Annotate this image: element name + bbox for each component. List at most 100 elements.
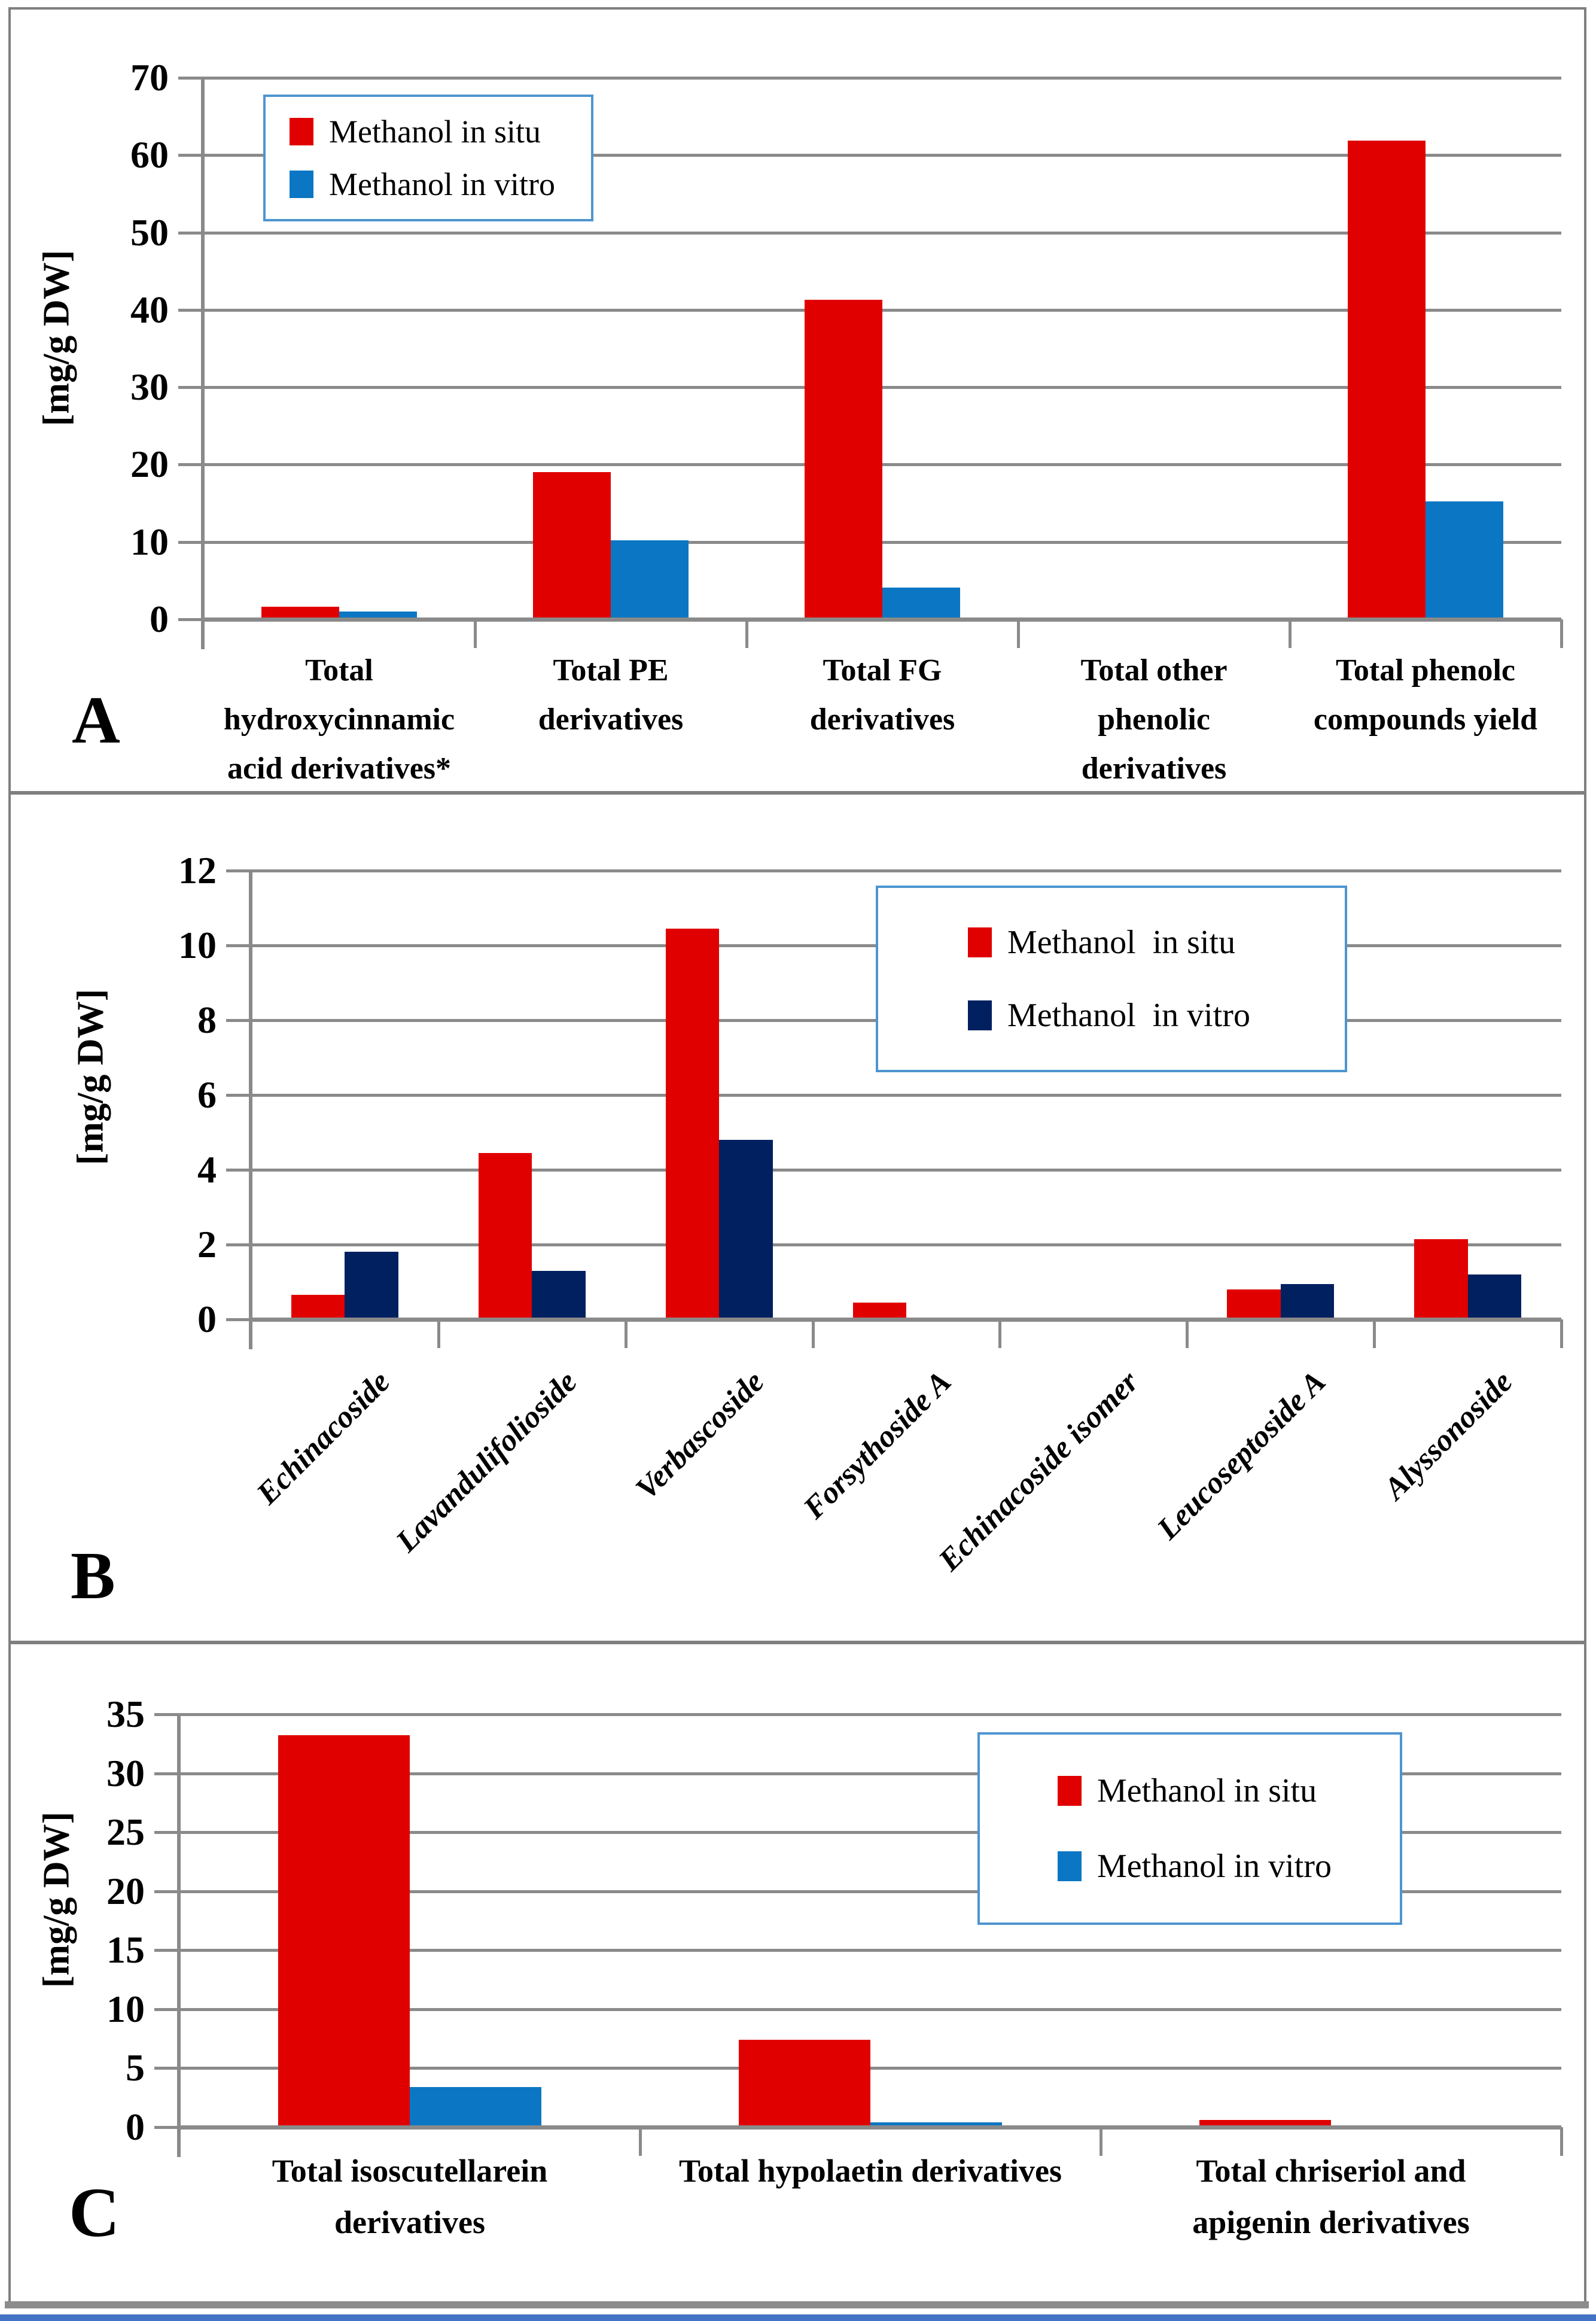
y-axis-tick-label: 35 — [106, 1693, 145, 1735]
gridline — [179, 1713, 1561, 1716]
y-axis-tick — [154, 2126, 179, 2129]
legend-box: Methanol in situ Methanol in vitro — [876, 886, 1347, 1072]
y-axis-tick — [226, 1169, 251, 1172]
bar-in-situ — [739, 2040, 870, 2127]
legend-item: Methanol in vitro — [968, 996, 1345, 1035]
category-label-line: derivatives — [1081, 752, 1227, 786]
legend-swatch-in-situ — [290, 117, 313, 145]
bar-in-situ — [533, 472, 611, 619]
gridline — [203, 540, 1561, 544]
x-axis-tick — [1373, 1319, 1376, 1348]
x-axis-tick — [1560, 1319, 1563, 1348]
category-label-line: Total chriseriol and — [1196, 2153, 1466, 2189]
category-label-line: derivatives — [334, 2204, 485, 2240]
y-axis-tick — [154, 2007, 179, 2011]
legend-item: Methanol in vitro — [290, 166, 591, 203]
y-axis-tick — [178, 77, 203, 80]
x-axis-line — [201, 617, 1561, 622]
legend-swatch-in-situ — [968, 927, 992, 957]
gridline — [179, 1949, 1561, 1952]
y-axis-tick-label: 10 — [106, 1987, 145, 2030]
category-label: Echinacoside — [249, 1364, 397, 1511]
legend-label: Methanol in situ — [1097, 1772, 1317, 1809]
gridline — [203, 231, 1561, 235]
gridline — [179, 1772, 1561, 1775]
legend-label: Methanol in vitro — [1097, 1848, 1332, 1885]
x-axis-tick — [811, 1319, 815, 1348]
x-axis-tick — [639, 2127, 642, 2156]
gridline — [203, 154, 1561, 157]
bar-in-situ — [1414, 1239, 1468, 1319]
figure-border-bottom — [5, 2301, 1589, 2308]
bar-in-situ — [261, 607, 339, 619]
gridline — [203, 77, 1561, 80]
gridline — [251, 869, 1561, 872]
y-axis-tick-label: 0 — [126, 2106, 145, 2148]
category-label-line: Total other — [1080, 653, 1228, 688]
gridline — [251, 1094, 1561, 1097]
y-axis-tick — [154, 1772, 179, 1775]
gridline — [251, 1169, 1561, 1172]
category-label-line: phenolic — [1098, 702, 1210, 737]
category-label: Total isoscutellarein derivatives — [170, 2145, 649, 2248]
category-label-line: Total phenolc — [1335, 653, 1516, 688]
category-label-line: Total — [305, 653, 373, 688]
y-axis-tick-label: 10 — [178, 924, 217, 966]
category-label: Leucoseptoside A — [1150, 1364, 1332, 1547]
y-axis-tick — [154, 2067, 179, 2070]
panel-a-y-axis-title: [mg/g DW] — [36, 250, 77, 427]
bar-in-situ — [291, 1295, 345, 1319]
legend-box: Methanol in situ Methanol in vitro — [977, 1732, 1402, 1925]
category-label: Alyssonoside — [1378, 1364, 1519, 1507]
legend-label: Methanol in vitro — [1007, 997, 1250, 1035]
y-axis-line — [249, 871, 252, 1349]
y-axis-tick-label: 4 — [197, 1148, 217, 1191]
category-label-line: Total PE — [553, 653, 669, 688]
y-axis-tick — [178, 231, 203, 235]
bar-in-situ — [1348, 141, 1426, 619]
y-axis-tick-label: 40 — [130, 288, 169, 331]
gridline — [179, 1831, 1561, 1835]
bar-in-vitro — [882, 588, 960, 619]
category-label: Echinacoside isomer — [931, 1364, 1145, 1578]
category-label-line: Total hypolaetin derivatives — [678, 2153, 1062, 2189]
category-label: Total hypolaetin derivatives — [631, 2145, 1110, 2197]
gridline — [203, 386, 1561, 390]
x-axis-tick — [745, 619, 748, 648]
bar-in-situ — [665, 929, 720, 1319]
y-axis-tick — [178, 308, 203, 312]
category-label: Total chriseriol and apigenin derivatives — [1092, 2145, 1570, 2248]
panel-letter-b: B — [71, 1539, 115, 1613]
gridline — [203, 308, 1561, 312]
panel-b-y-axis-title: [mg/g DW] — [70, 988, 111, 1166]
bar-in-situ — [278, 1735, 410, 2127]
category-label-line: Total FG — [823, 653, 942, 688]
legend-item: Methanol in vitro — [1058, 1847, 1400, 1885]
bar-in-situ — [478, 1153, 532, 1319]
category-label-line: Total isoscutellarein — [272, 2153, 548, 2189]
y-axis-tick-label: 25 — [106, 1811, 145, 1854]
x-axis-tick — [1099, 2127, 1102, 2156]
y-axis-tick — [154, 1713, 179, 1716]
y-axis-tick-label: 50 — [130, 211, 169, 254]
legend-swatch-in-vitro — [290, 171, 313, 199]
panel-letter-a: A — [72, 683, 120, 758]
figure-border-right — [1584, 7, 1586, 2308]
category-label-line: acid derivatives* — [227, 752, 452, 786]
bar-in-situ — [805, 300, 882, 619]
bar-in-vitro — [1467, 1274, 1521, 1319]
bottom-blue-border — [0, 2314, 1596, 2321]
x-axis-tick — [1560, 619, 1563, 648]
panel-divider-a-b — [8, 791, 1586, 795]
gridline — [179, 2007, 1561, 2011]
gridline — [179, 1890, 1561, 1893]
y-axis-tick-label: 15 — [106, 1928, 145, 1972]
y-axis-tick — [226, 1243, 251, 1246]
gridline — [203, 463, 1561, 467]
figure-border-left — [8, 7, 11, 2308]
bar-in-vitro — [611, 540, 689, 619]
x-axis-tick — [1289, 619, 1292, 648]
legend-label: Methanol in situ — [1007, 923, 1236, 961]
legend-swatch-in-situ — [1058, 1776, 1082, 1806]
